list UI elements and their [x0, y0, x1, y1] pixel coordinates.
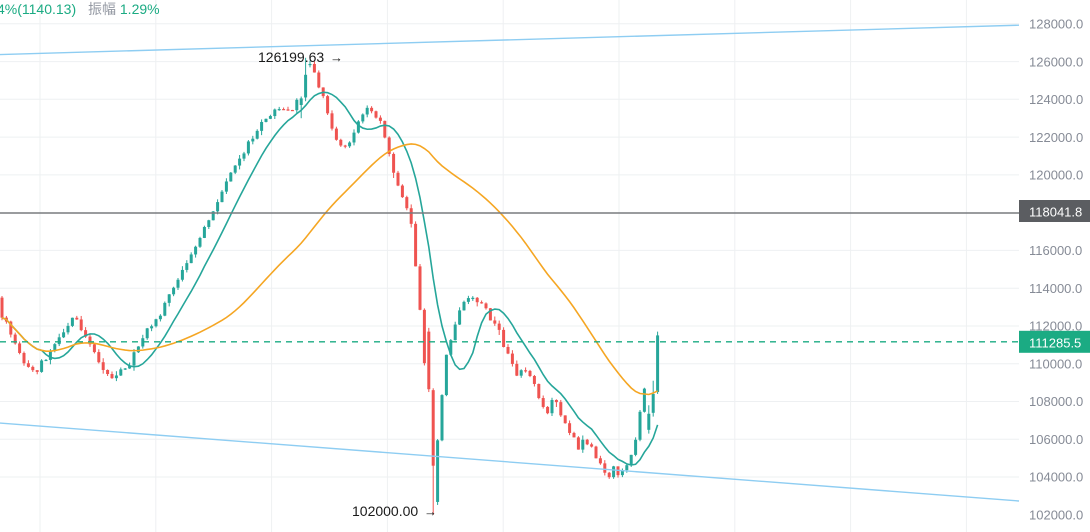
svg-text:→: → [424, 504, 437, 519]
svg-text:122000.0: 122000.0 [1029, 130, 1083, 145]
svg-text:114000.0: 114000.0 [1029, 281, 1082, 296]
svg-text:116000.0: 116000.0 [1029, 243, 1082, 258]
svg-text:126199.63: 126199.63 [258, 49, 324, 65]
svg-text:→: → [330, 50, 343, 65]
svg-text:120000.0: 120000.0 [1029, 168, 1083, 183]
svg-text:106000.0: 106000.0 [1029, 432, 1083, 447]
svg-text:104000.0: 104000.0 [1029, 470, 1083, 485]
svg-text:118041.8: 118041.8 [1029, 205, 1082, 220]
svg-text:110000.0: 110000.0 [1029, 356, 1082, 371]
svg-text:102000.00: 102000.00 [352, 503, 418, 519]
svg-text:4%(1140.13): 4%(1140.13) [0, 1, 76, 17]
svg-text:102000.0: 102000.0 [1029, 508, 1083, 523]
svg-text:111285.5: 111285.5 [1029, 335, 1081, 350]
svg-text:振幅 1.29%: 振幅 1.29% [88, 1, 160, 17]
svg-text:126000.0: 126000.0 [1029, 54, 1083, 69]
svg-text:124000.0: 124000.0 [1029, 92, 1083, 107]
svg-text:128000.0: 128000.0 [1029, 17, 1083, 32]
svg-text:108000.0: 108000.0 [1029, 394, 1083, 409]
